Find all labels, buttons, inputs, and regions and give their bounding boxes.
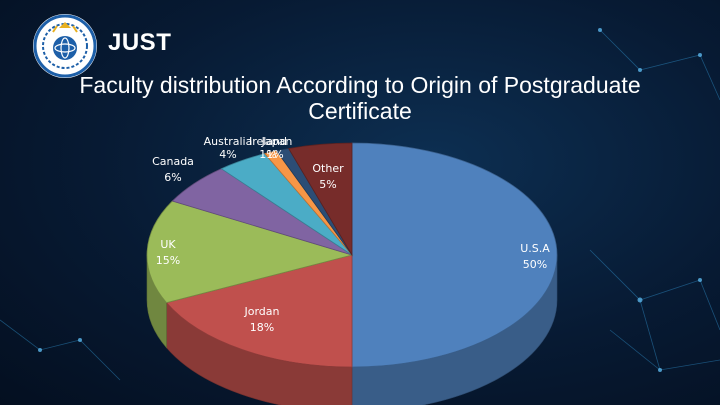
chart-title: Faculty distribution According to Origin… <box>79 72 641 124</box>
pie-slice-u-s-a <box>351 142 558 368</box>
brand-name: JUST <box>108 29 172 56</box>
slice-label-jordan: Jordan <box>244 305 280 318</box>
slice-value-ireland: 1% <box>259 148 276 161</box>
slice-label-australia: Australia <box>204 135 253 148</box>
slice-label-canada: Canada <box>152 155 194 168</box>
slice-value-canada: 6% <box>164 171 181 184</box>
slice-label-japan: Japan <box>261 135 293 148</box>
slice-label-other: Other <box>312 162 344 175</box>
logo-emblem <box>33 14 97 78</box>
slice-value-uk: 15% <box>156 254 180 267</box>
slice-value-australia: 4% <box>219 148 236 161</box>
slice-value-japan: 1% <box>266 148 283 161</box>
slice-label-ireland: Ireland <box>249 135 287 148</box>
slice-value-u-s-a: 50% <box>523 258 547 271</box>
slice-label-u-s-a: U.S.A <box>520 242 550 255</box>
slice-value-jordan: 18% <box>250 321 274 334</box>
slice-label-uk: UK <box>160 238 176 251</box>
pie-slice-uk <box>146 200 354 304</box>
pie-slice-jordan <box>165 254 353 368</box>
university-logo <box>33 14 97 78</box>
slice-value-other: 5% <box>319 178 336 191</box>
pie-slice-other <box>288 142 353 257</box>
